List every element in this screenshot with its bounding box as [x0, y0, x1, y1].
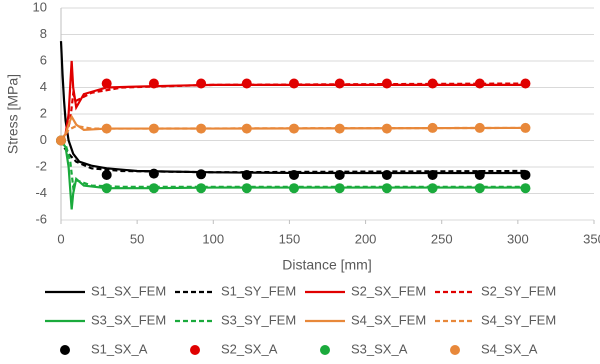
legend-marker — [190, 345, 200, 355]
marker — [241, 78, 252, 89]
marker — [101, 183, 112, 194]
x-tick-label: 250 — [431, 231, 453, 246]
line — [60, 140, 526, 174]
x-tick-label: 100 — [202, 231, 224, 246]
y-tick-label: 10 — [33, 0, 47, 14]
line — [60, 60, 526, 142]
marker — [474, 183, 485, 194]
marker — [474, 78, 485, 89]
legend-label: S4_SX_A — [481, 341, 538, 356]
line — [60, 139, 526, 191]
marker — [196, 78, 207, 89]
legend-label: S3_SX_FEM — [91, 312, 166, 327]
y-tick-label: 0 — [40, 132, 47, 147]
x-tick-label: 350 — [583, 231, 600, 246]
marker — [427, 122, 438, 133]
y-tick-label: 4 — [40, 79, 47, 94]
marker — [148, 123, 159, 134]
y-tick-label: -2 — [35, 158, 47, 173]
marker — [427, 78, 438, 89]
marker — [474, 122, 485, 133]
legend-label: S2_SX_FEM — [351, 283, 426, 298]
y-tick-label: 2 — [40, 105, 47, 120]
legend-label: S1_SX_A — [91, 341, 148, 356]
x-tick-label: 200 — [355, 231, 377, 246]
marker — [196, 183, 207, 194]
y-tick-label: -4 — [35, 185, 47, 200]
legend-marker — [60, 345, 70, 355]
legend-marker — [320, 345, 330, 355]
marker — [381, 183, 392, 194]
y-tick-label: 6 — [40, 52, 47, 67]
marker — [288, 183, 299, 194]
marker — [474, 169, 485, 180]
marker — [288, 123, 299, 134]
marker — [101, 123, 112, 134]
x-tick-label: 50 — [130, 231, 144, 246]
marker — [520, 169, 531, 180]
marker — [148, 78, 159, 89]
marker — [520, 122, 531, 133]
marker — [288, 169, 299, 180]
marker — [520, 78, 531, 89]
y-tick-label: -6 — [35, 211, 47, 226]
marker — [334, 78, 345, 89]
marker — [241, 183, 252, 194]
legend-label: S4_SX_FEM — [351, 312, 426, 327]
marker — [101, 78, 112, 89]
marker — [288, 78, 299, 89]
marker — [101, 169, 112, 180]
marker — [148, 168, 159, 179]
x-axis-title: Distance [mm] — [282, 257, 371, 273]
marker — [241, 123, 252, 134]
x-tick-label: 300 — [507, 231, 529, 246]
marker — [241, 169, 252, 180]
legend-label: S4_SY_FEM — [481, 312, 556, 327]
marker — [196, 169, 207, 180]
marker — [56, 135, 66, 146]
legend-label: S3_SY_FEM — [221, 312, 296, 327]
legend-label: S2_SY_FEM — [481, 283, 556, 298]
marker — [381, 123, 392, 134]
legend-label: S1_SX_FEM — [91, 283, 166, 298]
line — [60, 139, 526, 210]
marker — [427, 169, 438, 180]
marker — [148, 183, 159, 194]
legend-label: S2_SX_A — [221, 341, 278, 356]
marker — [334, 169, 345, 180]
legend-label: S3_SX_A — [351, 341, 408, 356]
x-tick-label: 0 — [57, 231, 64, 246]
legend-label: S1_SY_FEM — [221, 283, 296, 298]
marker — [334, 183, 345, 194]
marker — [334, 123, 345, 134]
marker — [520, 183, 531, 194]
legend-marker — [450, 345, 460, 355]
marker — [381, 169, 392, 180]
marker — [381, 78, 392, 89]
y-axis-title: Stress [MPa] — [5, 74, 21, 154]
marker — [196, 123, 207, 134]
marker — [427, 183, 438, 194]
y-tick-label: 8 — [40, 26, 47, 41]
x-tick-label: 150 — [279, 231, 301, 246]
